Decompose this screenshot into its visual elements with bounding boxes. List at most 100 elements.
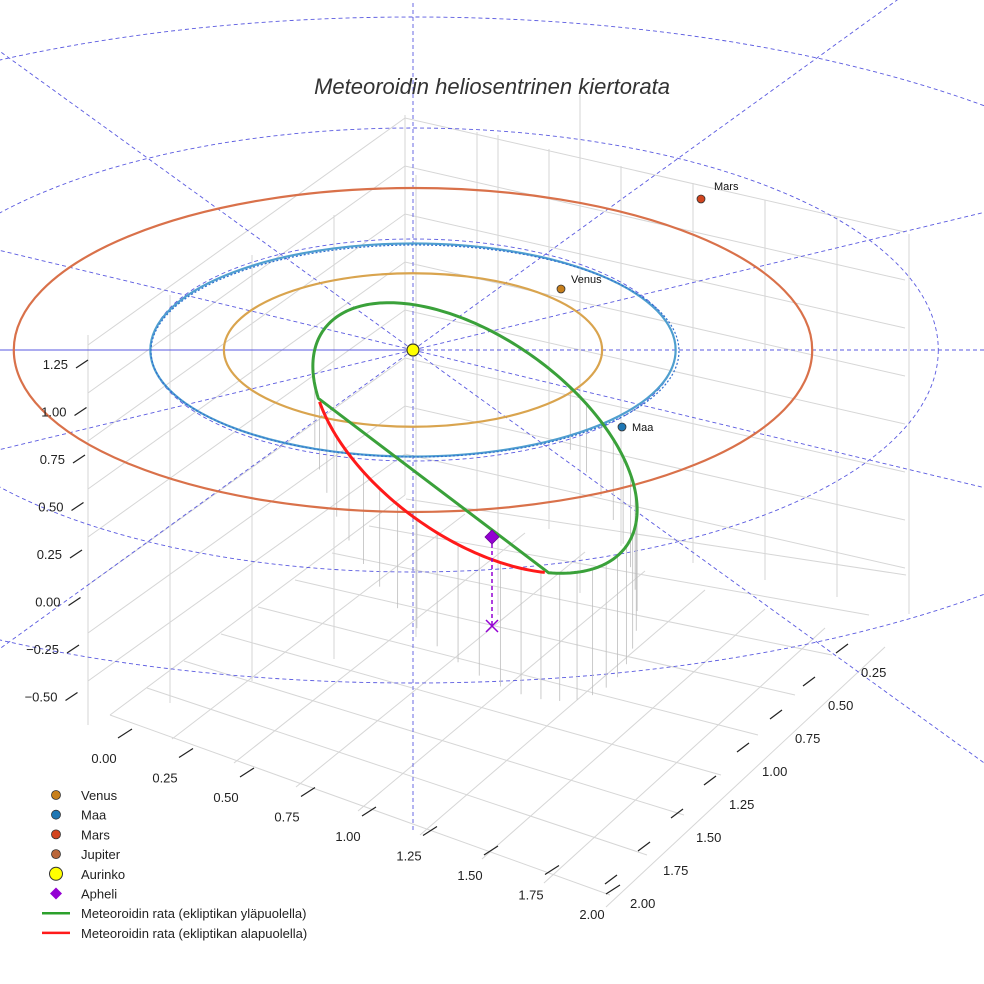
legend-item: Apheli: [50, 887, 117, 902]
x-tick-label: 1.50: [457, 868, 482, 883]
y-tick: [703, 775, 717, 786]
planet-label-venus: Venus: [571, 274, 602, 286]
aphelion-marker: [484, 529, 500, 545]
legend-label: Mars: [81, 827, 110, 842]
grid-line: [87, 309, 906, 538]
grid-layer: [87, 95, 910, 908]
x-tick: [117, 728, 133, 739]
x-tick-label: 0.75: [274, 810, 299, 825]
y-tick: [769, 709, 783, 720]
grid-line: [419, 589, 706, 836]
x-tick: [300, 786, 316, 798]
y-tick: [736, 742, 750, 753]
legend-label: Meteoroidin rata (ekliptikan alapuolella…: [81, 926, 307, 941]
grid-line: [171, 513, 466, 740]
x-tick-label: 2.00: [579, 907, 604, 922]
y-tick-label: 0.50: [828, 698, 853, 713]
drop-lines: [314, 385, 638, 701]
grid-line: [331, 552, 833, 656]
legend-item: Mars: [51, 827, 110, 842]
sun-marker: [406, 343, 420, 357]
legend-label: Aurinko: [81, 867, 125, 882]
z-tick-label: 0.25: [37, 547, 62, 562]
grid-line: [87, 213, 906, 442]
grid-line: [109, 494, 406, 716]
grid-line: [605, 646, 886, 908]
aphelion-floor-marker: [485, 619, 499, 633]
z-tick-label: 0.00: [35, 595, 60, 610]
x-tick: [483, 845, 499, 856]
guide-radial-line: [412, 211, 984, 351]
y-tick-label: 1.50: [696, 830, 721, 845]
grid-line: [257, 606, 759, 736]
z-tick: [71, 502, 84, 511]
axis-layer: 1.25 1.00 0.75 0.50 0.25 0.00 −0.25 −0.50 0.00 0.…: [25, 357, 887, 922]
grid-line: [543, 627, 826, 884]
y-tick: [802, 676, 816, 687]
legend-marker: [49, 866, 63, 881]
grid-line: [233, 532, 526, 764]
grid-line: [87, 117, 906, 346]
y-tick-label: 1.75: [663, 863, 688, 878]
z-tick: [69, 549, 83, 559]
legend-item: Maa: [51, 808, 107, 823]
planet-label-mars: Mars: [714, 181, 739, 193]
grid-line: [357, 570, 646, 812]
x-tick-label: 1.00: [335, 829, 360, 844]
legend-item: Jupiter: [51, 847, 121, 862]
grid-line: [87, 405, 906, 634]
y-tick-label: 0.25: [861, 665, 886, 680]
grid-line: [87, 357, 906, 586]
z-tick-label: 0.50: [38, 500, 63, 515]
y-tick-label: 1.25: [729, 797, 754, 812]
z-tick: [66, 644, 80, 654]
y-tick: [670, 808, 684, 819]
z-tick-label: −0.25: [26, 642, 59, 657]
legend-item: Meteoroidin rata (ekliptikan yläpuolella…: [42, 906, 306, 921]
x-tick: [605, 884, 621, 895]
grid-line: [405, 498, 907, 576]
legend-label: Maa: [81, 808, 107, 823]
meteoroid-orbit-below: [318, 401, 545, 574]
legend-item: Venus: [51, 788, 118, 803]
planet-label-maa: Maa: [632, 422, 654, 434]
grid-line: [109, 714, 611, 896]
legend-marker: [51, 809, 61, 820]
legend-label: Apheli: [81, 887, 117, 902]
y-tick-label: 1.00: [762, 764, 787, 779]
grid-line: [220, 633, 722, 776]
legend-marker: [51, 849, 61, 859]
orbit-maa-secondary: [150, 244, 680, 458]
grid-line: [87, 261, 906, 490]
x-tick: [422, 825, 438, 837]
planet-mars: [696, 194, 706, 204]
legend-label: Venus: [81, 788, 118, 803]
planet-maa: [617, 422, 627, 432]
legend-label: Meteoroidin rata (ekliptikan yläpuolella…: [81, 906, 306, 921]
guide-radial-line: [412, 349, 984, 764]
guide-radial-line: [0, 349, 414, 450]
z-tick-label: −0.50: [25, 690, 58, 705]
grid-line: [295, 551, 586, 788]
grid-line: [87, 165, 906, 394]
chart-title: Meteoroidin heliosentrinen kiertorata: [314, 74, 670, 99]
z-tick-label: 0.75: [40, 452, 65, 467]
z-tick-label: 1.25: [43, 357, 68, 372]
grid-line: [481, 608, 766, 860]
legend-marker: [51, 790, 61, 800]
x-tick: [178, 747, 194, 759]
legend-item: Meteoroidin rata (ekliptikan alapuolella…: [42, 926, 307, 941]
x-tick: [544, 864, 560, 876]
legend-label: Jupiter: [81, 847, 121, 862]
guide-radial-line: [0, 50, 414, 351]
y-tick-label: 2.00: [630, 896, 655, 911]
x-tick: [361, 806, 377, 817]
legend: Venus Maa Mars Jupiter Aurinko Apheli Meteoroi…: [42, 788, 307, 941]
meteoroid-orbit-above: [311, 301, 639, 575]
legend-marker: [50, 887, 62, 900]
grid-line: [146, 687, 648, 856]
z-tick: [75, 359, 89, 369]
grid-line: [87, 453, 906, 682]
